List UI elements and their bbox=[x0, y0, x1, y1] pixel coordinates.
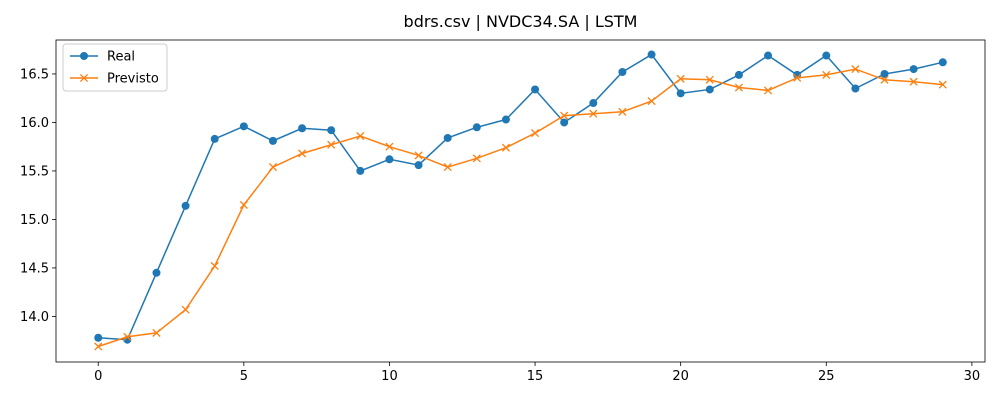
data-point-real bbox=[822, 51, 831, 60]
data-point-previsto bbox=[152, 328, 161, 337]
axes: 0 5 10 15 20 25 30 14.0 14.5 15.0 15.5 16.0 16.5 bbox=[20, 39, 986, 384]
legend-label-previsto: Previsto bbox=[107, 72, 159, 87]
x-tick-label: 5 bbox=[240, 369, 248, 384]
series-line-real bbox=[98, 53, 943, 341]
legend-label-real: Real bbox=[107, 50, 135, 65]
y-tick-label: 15.5 bbox=[20, 164, 49, 179]
data-point-previsto bbox=[472, 154, 481, 163]
data-point-previsto bbox=[938, 80, 947, 89]
data-point-previsto bbox=[356, 131, 365, 141]
data-point-previsto bbox=[268, 162, 278, 172]
data-point-real bbox=[647, 50, 656, 59]
data-point-real bbox=[851, 84, 860, 93]
data-point-previsto bbox=[181, 305, 190, 314]
data-point-real bbox=[764, 51, 773, 60]
data-point-previsto bbox=[589, 109, 598, 118]
series-line-previsto bbox=[97, 68, 943, 348]
data-point-real bbox=[531, 85, 540, 94]
data-point-real bbox=[880, 69, 889, 78]
data-point-real bbox=[443, 133, 452, 142]
data-point-real bbox=[181, 201, 190, 210]
data-point-real bbox=[356, 166, 365, 175]
data-point-real bbox=[589, 99, 598, 108]
data-point-previsto bbox=[123, 332, 132, 341]
data-point-real bbox=[618, 68, 627, 77]
data-point-previsto bbox=[298, 149, 307, 158]
data-point-previsto bbox=[94, 342, 103, 351]
data-point-real bbox=[210, 134, 219, 143]
legend: Real Previsto bbox=[62, 43, 168, 92]
data-point-previsto bbox=[414, 151, 423, 160]
y-tick-label: 16.0 bbox=[20, 116, 49, 131]
data-point-real bbox=[298, 124, 307, 133]
x-tick-label: 15 bbox=[527, 369, 544, 384]
data-point-previsto bbox=[501, 143, 510, 152]
data-point-real bbox=[239, 122, 248, 131]
data-point-real bbox=[472, 123, 481, 132]
data-point-previsto bbox=[618, 107, 627, 116]
legend-marker-real bbox=[80, 52, 88, 60]
y-tick-label: 16.5 bbox=[20, 67, 49, 82]
x-tick-label: 30 bbox=[964, 369, 981, 384]
x-tick-label: 10 bbox=[381, 369, 398, 384]
data-point-previsto bbox=[822, 70, 831, 79]
data-point-previsto bbox=[734, 83, 743, 92]
data-point-real bbox=[909, 65, 918, 74]
plot-frame bbox=[55, 39, 986, 363]
data-point-real bbox=[414, 161, 423, 170]
data-point-real bbox=[268, 136, 277, 145]
data-point-previsto bbox=[763, 86, 773, 95]
data-point-real bbox=[385, 155, 394, 164]
data-point-previsto bbox=[239, 200, 248, 209]
y-tick-label: 14.5 bbox=[20, 261, 49, 276]
data-point-real bbox=[734, 70, 743, 79]
data-point-real bbox=[152, 268, 161, 277]
data-point-real bbox=[327, 126, 336, 135]
x-tick-label: 0 bbox=[94, 369, 102, 384]
x-tick-label: 20 bbox=[672, 369, 689, 384]
plot-marks bbox=[94, 50, 947, 351]
data-point-previsto bbox=[793, 73, 802, 82]
y-tick-label: 14.0 bbox=[20, 310, 49, 325]
data-point-previsto bbox=[647, 97, 656, 106]
data-point-real bbox=[676, 89, 685, 98]
data-point-previsto bbox=[705, 75, 714, 84]
data-point-real bbox=[94, 333, 103, 342]
data-point-previsto bbox=[531, 129, 540, 138]
data-point-real bbox=[560, 118, 569, 127]
data-point-real bbox=[938, 58, 947, 67]
data-point-previsto bbox=[880, 75, 889, 84]
data-point-real bbox=[705, 85, 714, 94]
data-point-previsto bbox=[676, 74, 685, 83]
legend-marker-previsto bbox=[79, 73, 89, 83]
chart-title: bdrs.csv | NVDC34.SA | LSTM bbox=[404, 12, 638, 31]
data-point-real bbox=[501, 115, 510, 124]
data-point-previsto bbox=[327, 140, 336, 149]
data-point-previsto bbox=[210, 261, 219, 271]
data-point-previsto bbox=[909, 77, 918, 86]
data-point-previsto bbox=[443, 162, 452, 172]
y-tick-label: 15.0 bbox=[20, 213, 49, 228]
data-point-previsto bbox=[851, 65, 860, 74]
data-point-previsto bbox=[385, 142, 394, 151]
data-point-previsto bbox=[560, 111, 569, 120]
x-tick-label: 25 bbox=[818, 369, 835, 384]
